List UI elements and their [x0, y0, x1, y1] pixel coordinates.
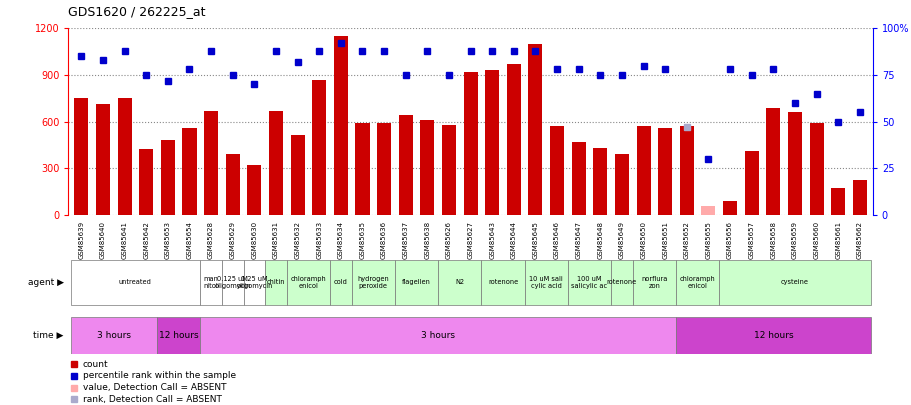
Text: chloramph
enicol: chloramph enicol — [679, 276, 715, 289]
Text: rotenone: rotenone — [606, 279, 637, 286]
Bar — [221, 260, 243, 305]
Text: percentile rank within the sample: percentile rank within the sample — [83, 371, 235, 380]
Text: 12 hours: 12 hours — [159, 330, 199, 340]
Bar — [312, 79, 326, 215]
Bar — [765, 108, 780, 215]
Bar — [160, 140, 175, 215]
Bar — [744, 151, 758, 215]
Text: GDS1620 / 262225_at: GDS1620 / 262225_at — [68, 5, 206, 18]
Bar — [830, 188, 844, 215]
Bar — [722, 201, 736, 215]
Bar — [632, 260, 675, 305]
Bar — [527, 44, 542, 215]
Bar — [437, 260, 481, 305]
Bar — [200, 260, 221, 305]
Bar — [265, 260, 286, 305]
Text: 3 hours: 3 hours — [97, 330, 130, 340]
Bar — [809, 123, 823, 215]
Bar — [636, 126, 650, 215]
Bar — [701, 206, 715, 215]
Bar — [675, 317, 870, 354]
Bar — [549, 126, 564, 215]
Bar — [481, 260, 524, 305]
Bar — [75, 98, 88, 215]
Text: 12 hours: 12 hours — [752, 330, 793, 340]
Text: chitin: chitin — [266, 279, 285, 286]
Bar — [679, 126, 693, 215]
Bar — [675, 260, 719, 305]
Text: untreated: untreated — [118, 279, 152, 286]
Bar — [96, 104, 110, 215]
Text: count: count — [83, 360, 108, 369]
Bar — [330, 260, 352, 305]
Bar — [593, 148, 607, 215]
Text: value, Detection Call = ABSENT: value, Detection Call = ABSENT — [83, 383, 226, 392]
Bar — [352, 260, 394, 305]
Bar — [787, 112, 801, 215]
Bar — [524, 260, 568, 305]
Text: hydrogen
peroxide: hydrogen peroxide — [357, 276, 389, 289]
Bar — [394, 260, 437, 305]
Bar — [139, 149, 153, 215]
Bar — [614, 154, 629, 215]
Text: norflura
zon: norflura zon — [640, 276, 667, 289]
Bar — [485, 70, 498, 215]
Text: agent ▶: agent ▶ — [28, 278, 64, 287]
Text: chloramph
enicol: chloramph enicol — [291, 276, 326, 289]
Text: 3 hours: 3 hours — [421, 330, 455, 340]
Bar — [355, 123, 369, 215]
Bar — [118, 98, 131, 215]
Bar — [463, 72, 477, 215]
Bar — [333, 36, 347, 215]
Bar — [420, 120, 434, 215]
Bar — [571, 142, 585, 215]
Bar — [507, 64, 520, 215]
Bar — [157, 317, 200, 354]
Bar — [442, 125, 456, 215]
Text: N2: N2 — [455, 279, 464, 286]
Text: 10 uM sali
cylic acid: 10 uM sali cylic acid — [528, 276, 562, 289]
Text: flagellen: flagellen — [402, 279, 431, 286]
Bar — [247, 165, 261, 215]
Bar — [852, 181, 865, 215]
Text: man
nitol: man nitol — [203, 276, 219, 289]
Bar — [610, 260, 632, 305]
Bar — [204, 111, 218, 215]
Bar — [200, 317, 675, 354]
Text: rotenone: rotenone — [487, 279, 517, 286]
Bar — [376, 123, 391, 215]
Text: 1.25 uM
oligomycin: 1.25 uM oligomycin — [236, 276, 272, 289]
Text: 0.125 uM
oligomycin: 0.125 uM oligomycin — [214, 276, 251, 289]
Text: rank, Detection Call = ABSENT: rank, Detection Call = ABSENT — [83, 395, 221, 404]
Bar — [658, 128, 671, 215]
Bar — [568, 260, 610, 305]
Text: time ▶: time ▶ — [34, 330, 64, 340]
Text: cysteine: cysteine — [780, 279, 808, 286]
Bar — [70, 317, 157, 354]
Bar — [291, 136, 304, 215]
Text: 100 uM
salicylic ac: 100 uM salicylic ac — [571, 276, 607, 289]
Bar — [269, 111, 282, 215]
Bar — [286, 260, 330, 305]
Bar — [243, 260, 265, 305]
Text: cold: cold — [333, 279, 347, 286]
Bar — [398, 115, 413, 215]
Bar — [225, 154, 240, 215]
Bar — [719, 260, 870, 305]
Bar — [182, 128, 196, 215]
Bar — [70, 260, 200, 305]
